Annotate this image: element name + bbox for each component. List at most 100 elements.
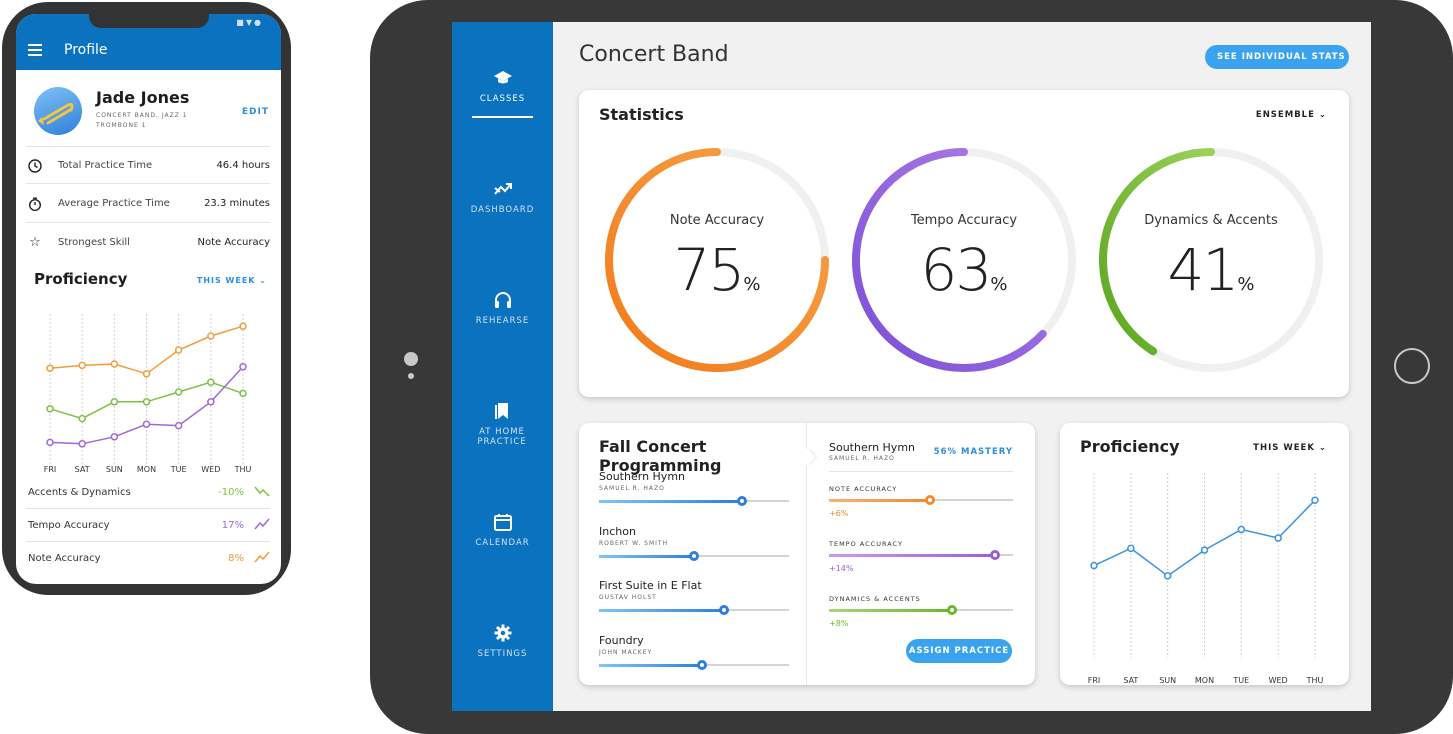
data-point[interactable]: [110, 433, 119, 441]
gauge-arc: [852, 148, 1047, 372]
stat-label: Total Practice Time: [58, 160, 153, 171]
trend-icon: [493, 183, 512, 195]
gauge-number: 63: [920, 236, 993, 304]
data-point[interactable]: [110, 398, 119, 406]
data-point[interactable]: [142, 420, 151, 428]
progress-knob[interactable]: [719, 605, 730, 615]
piece-composer: GUSTAV HOLST: [599, 594, 657, 601]
stat-row-average-practice: Average Practice Time 23.3 minutes: [26, 185, 270, 223]
data-point[interactable]: [46, 364, 54, 372]
gauge-label: Dynamics & Accents: [1144, 213, 1278, 228]
phone-device: ■▼● Profile Jade Jones CONCERT BAND, JAZ…: [2, 2, 291, 595]
gauge-number: 41: [1167, 236, 1240, 304]
gauge-arc: [605, 148, 829, 372]
see-individual-stats-button[interactable]: SEE INDIVIDUAL STATS ›: [1205, 45, 1349, 69]
piece-item-southern-hymn[interactable]: Southern Hymn SAMUEL R. HAZO: [599, 470, 789, 516]
nav-item-settings[interactable]: SETTINGS: [452, 623, 553, 683]
data-point[interactable]: [239, 322, 247, 330]
x-tick-label: FRI: [1088, 676, 1101, 685]
ensemble-dropdown[interactable]: ENSEMBLE ⌄: [1256, 110, 1327, 120]
data-point[interactable]: [110, 360, 119, 368]
data-point[interactable]: [1237, 525, 1246, 534]
x-tick-label: MON: [1195, 676, 1214, 685]
statistics-title: Statistics: [599, 105, 684, 124]
data-point[interactable]: [1274, 534, 1282, 542]
star-icon: ☆: [29, 235, 41, 250]
trend-label: Accents & Dynamics: [28, 487, 131, 498]
nav-item-classes[interactable]: CLASSES: [452, 68, 553, 128]
menu-icon[interactable]: [28, 44, 42, 56]
data-point[interactable]: [174, 421, 183, 430]
progress-track: [599, 660, 789, 670]
nav-item-dashboard[interactable]: DASHBOARD: [452, 179, 553, 239]
data-point[interactable]: [46, 438, 54, 447]
data-point[interactable]: [78, 414, 86, 423]
progress-track: [599, 551, 789, 561]
trend-label: Tempo Accuracy: [28, 520, 110, 531]
nav-item-rehearse[interactable]: REHEARSE: [452, 290, 553, 350]
gauge-unit: %: [1237, 274, 1255, 295]
programming-title: Fall Concert Programming: [599, 437, 722, 475]
data-point[interactable]: [207, 398, 215, 406]
gauge-value: 63%: [848, 236, 1080, 304]
data-point[interactable]: [1127, 544, 1135, 553]
period-dropdown[interactable]: THIS WEEK ⌄: [1253, 443, 1327, 453]
active-nav-indicator: [472, 116, 533, 118]
data-point[interactable]: [1163, 572, 1172, 580]
data-point[interactable]: [207, 332, 215, 340]
home-button[interactable]: [1394, 348, 1430, 384]
progress-knob[interactable]: [689, 551, 699, 561]
divider: [829, 471, 1013, 472]
period-dropdown[interactable]: THIS WEEK ⌄: [197, 276, 267, 285]
piece-composer: ROBERT W. SMITH: [599, 540, 669, 547]
data-point[interactable]: [174, 388, 183, 396]
data-point[interactable]: [239, 363, 247, 371]
progress-knob[interactable]: [736, 496, 747, 506]
gauge-ring: [852, 148, 1076, 372]
data-point[interactable]: [207, 378, 215, 386]
nav-item-calendar[interactable]: CALENDAR: [452, 512, 553, 572]
progress-knob[interactable]: [696, 660, 707, 670]
data-point[interactable]: [1090, 561, 1098, 570]
nav-label: CLASSES: [479, 94, 526, 104]
edit-button[interactable]: EDIT: [241, 107, 269, 117]
progress-track: [599, 605, 789, 615]
proficiency-title: Proficiency: [34, 270, 128, 288]
skill-label: DYNAMICS & ACCENTS: [829, 595, 921, 603]
nav-item-at-home-practice[interactable]: AT HOME PRACTICE: [452, 401, 553, 461]
trend-value: 8%: [228, 553, 244, 564]
detail-title: Southern Hymn: [829, 441, 916, 454]
gauge-ring: [605, 148, 829, 372]
tablet-sensor: [408, 373, 414, 379]
graduation-cap-icon: [493, 71, 512, 84]
progress-fill: [599, 499, 742, 503]
piece-item-first-suite[interactable]: First Suite in E Flat GUSTAV HOLST: [599, 579, 789, 625]
chevron-down-icon: ⌄: [259, 276, 267, 285]
chevron-down-icon: ⌄: [1318, 443, 1327, 453]
user-name: Jade Jones: [96, 88, 190, 107]
data-point[interactable]: [78, 361, 86, 370]
skill-fill: [829, 608, 953, 612]
piece-item-foundry[interactable]: Foundry JOHN MACKEY: [599, 634, 789, 680]
skill-knob[interactable]: [989, 550, 1000, 560]
data-point[interactable]: [46, 405, 54, 413]
skill-knob[interactable]: [925, 495, 936, 505]
tablet-device: CLASSES DASHBOARD REHEARSE AT HOME PRACT…: [370, 0, 1453, 734]
piece-title: Southern Hymn: [599, 470, 686, 483]
gauge-note-accuracy: Note Accuracy 75%: [601, 144, 833, 376]
tablet-screen: CLASSES DASHBOARD REHEARSE AT HOME PRACT…: [452, 22, 1371, 711]
data-point[interactable]: [142, 398, 151, 406]
skill-knob[interactable]: [947, 605, 958, 615]
assign-practice-button[interactable]: ASSIGN PRACTICE: [906, 639, 1012, 663]
piece-title: Inchon: [599, 525, 636, 538]
piece-item-inchon[interactable]: Inchon ROBERT W. SMITH: [599, 525, 789, 571]
data-point[interactable]: [1200, 546, 1209, 554]
data-point[interactable]: [142, 370, 151, 378]
x-tick-label: WED: [1269, 676, 1288, 685]
stat-value: 23.3 minutes: [204, 198, 270, 209]
data-point[interactable]: [174, 346, 183, 354]
data-point[interactable]: [1311, 496, 1319, 504]
data-point[interactable]: [239, 389, 247, 398]
data-point[interactable]: [78, 440, 86, 448]
trend-value: -10%: [218, 487, 244, 498]
